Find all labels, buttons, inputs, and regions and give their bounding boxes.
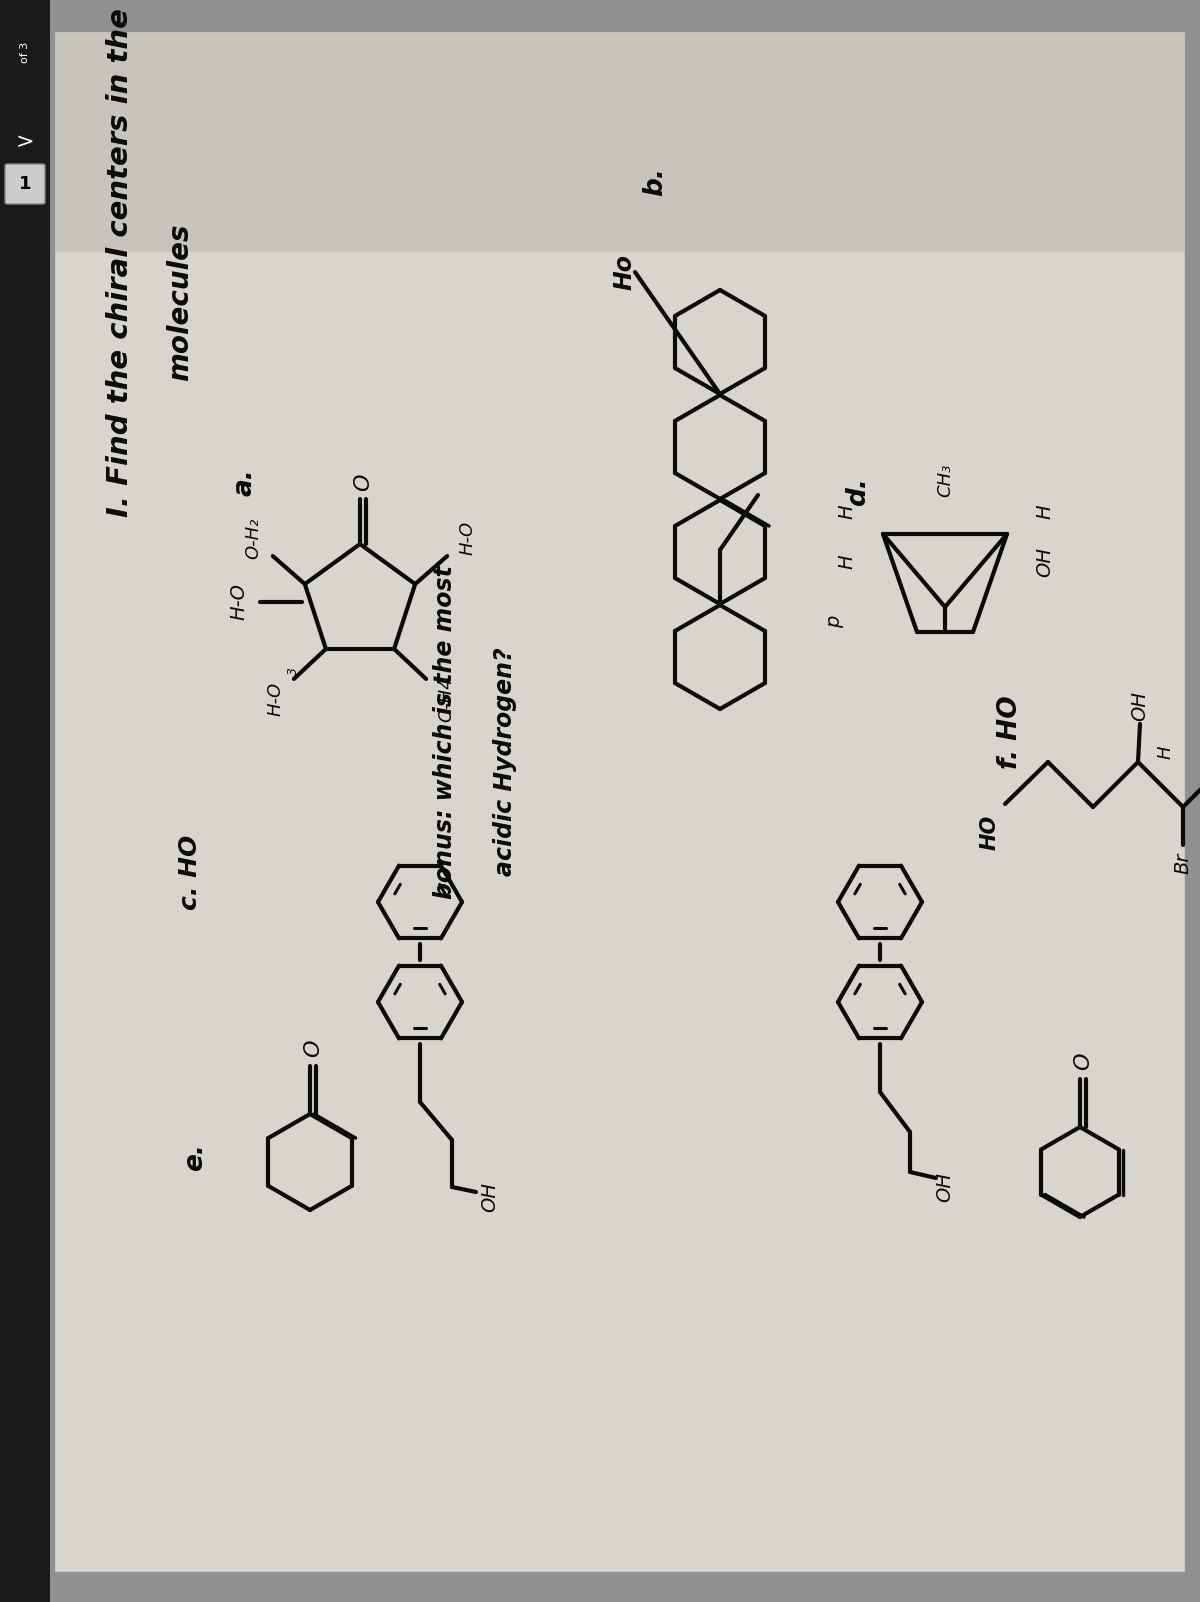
Text: H-O: H-O [458,521,476,556]
Text: OH: OH [1130,690,1150,721]
Text: O: O [353,473,373,490]
Text: d.: d. [845,477,871,506]
Text: O-H4: O-H4 [437,676,455,723]
Text: O: O [1073,1053,1093,1070]
Text: >: > [16,131,35,152]
Text: f. HO: f. HO [997,695,1022,769]
Text: HO: HO [980,814,1000,849]
Text: b.: b. [642,168,668,197]
Text: OH: OH [1036,546,1055,577]
Text: 3: 3 [288,666,300,674]
Text: a.: a. [232,468,258,497]
Text: p: p [826,615,845,628]
Text: OH: OH [936,1173,954,1202]
Text: O: O [302,1040,323,1057]
Bar [0,0,50,1602]
Text: bonus: which is the most: bonus: which is the most [433,566,457,899]
Text: H: H [1036,505,1055,519]
Bar [55,32,1186,252]
Text: OH: OH [480,1182,499,1213]
Text: H: H [838,505,857,519]
Text: acidic Hydrogen?: acidic Hydrogen? [493,647,517,876]
Text: H-O: H-O [229,583,248,620]
Text: I. Find the chiral centers in the following: I. Find the chiral centers in the follow… [106,0,134,517]
Text: c. HO: c. HO [178,835,202,910]
Text: 1: 1 [19,175,31,192]
Text: O-H₂: O-H₂ [244,517,262,559]
Text: H: H [838,554,857,569]
Text: Ho: Ho [613,255,637,290]
Text: H-O: H-O [266,682,284,716]
Text: CH₃: CH₃ [936,463,954,497]
Text: H: H [1157,745,1175,759]
Text: of 3: of 3 [20,42,30,62]
FancyBboxPatch shape [5,163,46,203]
Text: molecules: molecules [166,223,194,381]
Text: e.: e. [182,1144,208,1171]
Text: Br: Br [1174,852,1193,873]
